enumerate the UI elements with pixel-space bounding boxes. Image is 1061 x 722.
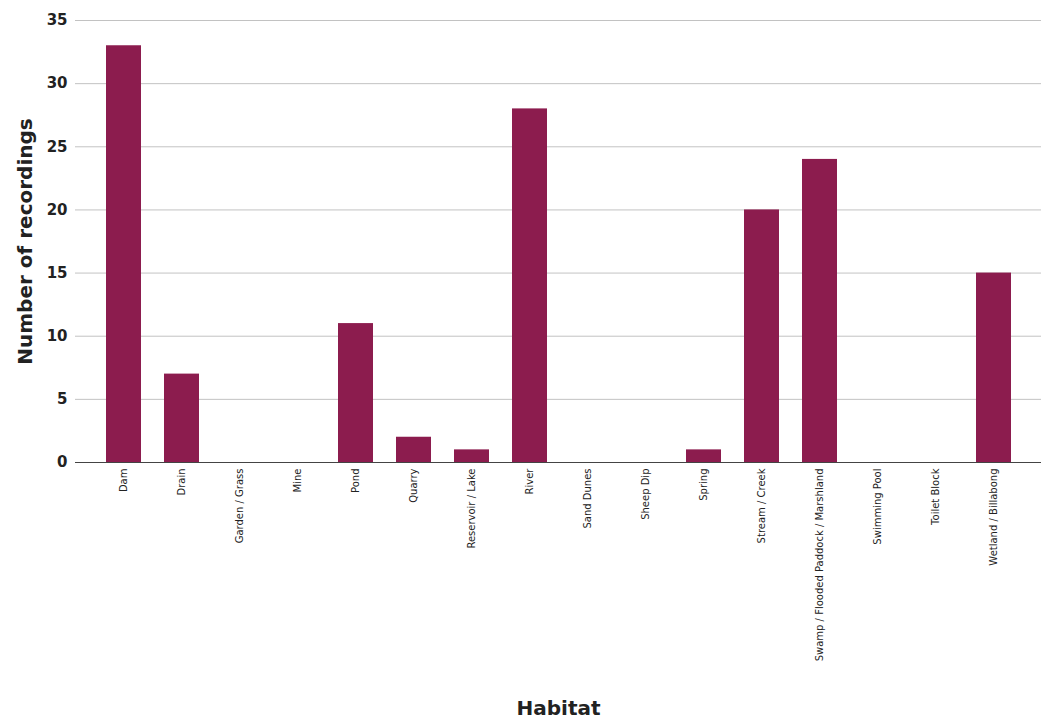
svg-text:Toilet Block: Toilet Block [930, 468, 941, 526]
svg-text:Swimming Pool: Swimming Pool [872, 469, 883, 545]
svg-text:Spring: Spring [698, 469, 709, 501]
svg-text:River: River [524, 468, 535, 495]
svg-text:Pond: Pond [350, 469, 361, 493]
svg-text:Number of recordings: Number of recordings [13, 118, 37, 364]
svg-text:Mine: Mine [292, 469, 303, 493]
svg-text:Garden / Grass: Garden / Grass [234, 469, 245, 544]
svg-text:25: 25 [47, 138, 68, 156]
svg-text:Reservoir / Lake: Reservoir / Lake [466, 469, 477, 549]
svg-text:10: 10 [47, 327, 68, 345]
svg-text:Swamp / Flooded Paddock / Mars: Swamp / Flooded Paddock / Marshland [814, 469, 825, 662]
svg-text:Sheep Dip: Sheep Dip [640, 469, 651, 520]
svg-text:Stream / Creek: Stream / Creek [756, 468, 767, 543]
svg-text:15: 15 [47, 264, 68, 282]
svg-text:Dam: Dam [118, 469, 129, 493]
svg-text:Habitat: Habitat [516, 696, 600, 720]
svg-text:35: 35 [47, 11, 68, 29]
svg-text:Drain: Drain [176, 469, 187, 496]
svg-text:5: 5 [57, 390, 67, 408]
svg-text:0: 0 [57, 453, 67, 471]
svg-text:30: 30 [47, 74, 68, 92]
svg-text:Quarry: Quarry [408, 468, 419, 502]
svg-text:Sand Dunes: Sand Dunes [582, 469, 593, 529]
svg-text:20: 20 [47, 201, 68, 219]
svg-text:Wetland / Billabong: Wetland / Billabong [988, 469, 999, 566]
